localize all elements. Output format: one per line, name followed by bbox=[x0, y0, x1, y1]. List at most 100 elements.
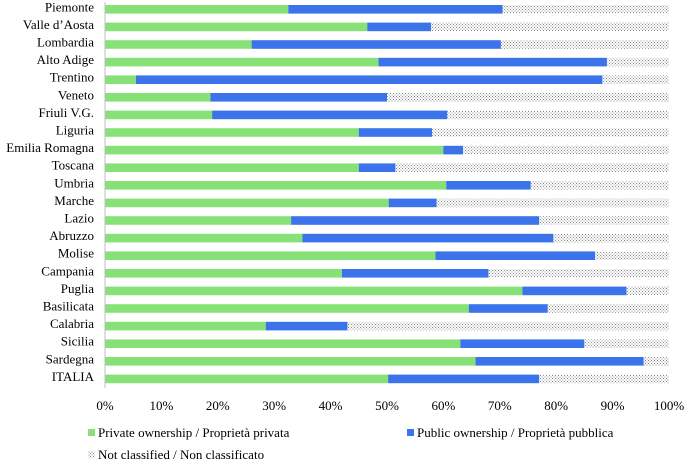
bar-sardegna-not-classified bbox=[643, 357, 669, 366]
bar-umbria-public bbox=[446, 181, 531, 190]
bar-marche-public bbox=[388, 198, 437, 208]
bar-italia-private bbox=[105, 374, 389, 384]
category-label-sardegna: Sardegna bbox=[46, 351, 95, 366]
bar-umbria-private bbox=[105, 181, 447, 190]
category-label-alto-adige: Alto Adige bbox=[37, 52, 95, 67]
category-label-calabria: Calabria bbox=[50, 316, 94, 331]
category-label-veneto: Veneto bbox=[58, 87, 94, 102]
x-tick-label: 0% bbox=[96, 398, 114, 413]
bar-puglia-private bbox=[105, 286, 523, 296]
bar-basilicata-public bbox=[468, 304, 548, 313]
legend-label-not-classified: Not classified / Non classificato bbox=[98, 447, 264, 462]
bar-lombardia-public bbox=[251, 40, 501, 49]
bar-friuli-v-g-private bbox=[105, 110, 213, 120]
category-label-puglia: Puglia bbox=[61, 281, 94, 296]
bar-marche-not-classified bbox=[436, 198, 669, 208]
bar-liguria-private bbox=[105, 128, 359, 137]
legend-label-private: Private ownership / Proprietà privata bbox=[98, 425, 290, 440]
bar-sicilia-not-classified bbox=[584, 339, 669, 348]
category-label-emilia-romagna: Emilia Romagna bbox=[6, 140, 94, 155]
x-tick-label: 100% bbox=[654, 398, 685, 413]
bar-molise-private bbox=[105, 251, 436, 260]
bar-sardegna-public bbox=[475, 357, 644, 366]
bar-abruzzo-private bbox=[105, 233, 303, 243]
category-label-lazio: Lazio bbox=[64, 210, 94, 225]
x-tick-label: 70% bbox=[488, 398, 512, 413]
bar-campania-private bbox=[105, 269, 342, 278]
bar-abruzzo-not-classified bbox=[553, 233, 669, 243]
x-tick-label: 30% bbox=[262, 398, 286, 413]
bar-italia-public bbox=[388, 374, 540, 384]
category-label-marche: Marche bbox=[54, 193, 94, 208]
bar-lazio-private bbox=[105, 216, 292, 225]
bar-friuli-v-g-public bbox=[212, 110, 448, 120]
bar-calabria-private bbox=[105, 321, 266, 331]
bar-molise-public bbox=[435, 251, 596, 260]
bar-trentino-public bbox=[136, 75, 603, 84]
category-label-trentino: Trentino bbox=[50, 70, 94, 85]
bar-italia-not-classified bbox=[539, 374, 669, 384]
category-label-italia: ITALIA bbox=[52, 369, 95, 384]
bar-lazio-not-classified bbox=[539, 216, 669, 225]
bar-piemonte-private bbox=[105, 5, 289, 14]
bar-emilia-romagna-private bbox=[105, 145, 444, 155]
category-label-umbria: Umbria bbox=[54, 175, 94, 190]
x-tick-label: 10% bbox=[149, 398, 173, 413]
x-tick-labels: 0% 10% 20% 30% 40% 50% 60% 70% 80% 90% 100% bbox=[96, 398, 684, 413]
bars-group bbox=[105, 5, 669, 384]
category-label-valle-d-aosta: Valle d’Aosta bbox=[23, 17, 94, 32]
bar-alto-adige-not-classified bbox=[606, 57, 669, 67]
bar-umbria-not-classified bbox=[530, 181, 669, 190]
bar-friuli-v-g-not-classified bbox=[447, 110, 669, 120]
legend-swatch-not-classified bbox=[88, 451, 95, 458]
bar-veneto-public bbox=[210, 93, 387, 102]
bar-toscana-not-classified bbox=[395, 163, 669, 172]
x-tick-label: 20% bbox=[206, 398, 230, 413]
bar-marche-private bbox=[105, 198, 389, 208]
bar-molise-not-classified bbox=[595, 251, 669, 260]
bar-alto-adige-private bbox=[105, 57, 379, 67]
bar-liguria-public bbox=[358, 128, 433, 137]
bar-emilia-romagna-public bbox=[443, 145, 464, 155]
legend-swatch-public bbox=[407, 429, 414, 436]
bar-puglia-not-classified bbox=[626, 286, 669, 296]
category-label-piemonte: Piemonte bbox=[45, 0, 94, 14]
bar-basilicata-private bbox=[105, 304, 469, 313]
bar-toscana-public bbox=[358, 163, 396, 172]
category-label-liguria: Liguria bbox=[56, 122, 94, 137]
category-label-abruzzo: Abruzzo bbox=[49, 228, 94, 243]
category-label-toscana: Toscana bbox=[52, 158, 95, 173]
bar-sicilia-private bbox=[105, 339, 461, 348]
x-tick-label: 90% bbox=[601, 398, 625, 413]
bar-sicilia-public bbox=[460, 339, 585, 348]
bar-lombardia-private bbox=[105, 40, 252, 49]
bar-valle-d-aosta-public bbox=[367, 22, 431, 32]
category-label-molise: Molise bbox=[58, 246, 94, 261]
bar-valle-d-aosta-private bbox=[105, 22, 368, 32]
category-label-lombardia: Lombardia bbox=[37, 34, 94, 49]
category-label-basilicata: Basilicata bbox=[43, 298, 94, 313]
category-label-campania: Campania bbox=[41, 263, 94, 278]
bar-veneto-not-classified bbox=[387, 93, 669, 102]
bar-calabria-public bbox=[265, 321, 348, 331]
bar-puglia-public bbox=[522, 286, 627, 296]
bar-trentino-not-classified bbox=[602, 75, 669, 84]
bar-liguria-not-classified bbox=[432, 128, 669, 137]
bar-valle-d-aosta-not-classified bbox=[430, 22, 669, 32]
bar-toscana-private bbox=[105, 163, 359, 172]
legend-label-public: Public ownership / Proprietà pubblica bbox=[417, 425, 614, 440]
bar-sardegna-private bbox=[105, 357, 476, 366]
legend-swatch-private bbox=[88, 429, 95, 436]
bar-abruzzo-public bbox=[302, 233, 554, 243]
x-tick-label: 40% bbox=[319, 398, 343, 413]
bar-piemonte-public bbox=[288, 5, 503, 14]
bar-lazio-public bbox=[291, 216, 540, 225]
legend: Private ownership / Proprietà privata Pub… bbox=[88, 425, 614, 462]
bar-basilicata-not-classified bbox=[547, 304, 669, 313]
bar-emilia-romagna-not-classified bbox=[463, 145, 669, 155]
category-label-sicilia: Sicilia bbox=[61, 334, 94, 349]
bar-alto-adige-public bbox=[378, 57, 607, 67]
bar-campania-not-classified bbox=[488, 269, 669, 278]
x-tick-label: 60% bbox=[431, 398, 455, 413]
bar-piemonte-not-classified bbox=[502, 5, 669, 14]
